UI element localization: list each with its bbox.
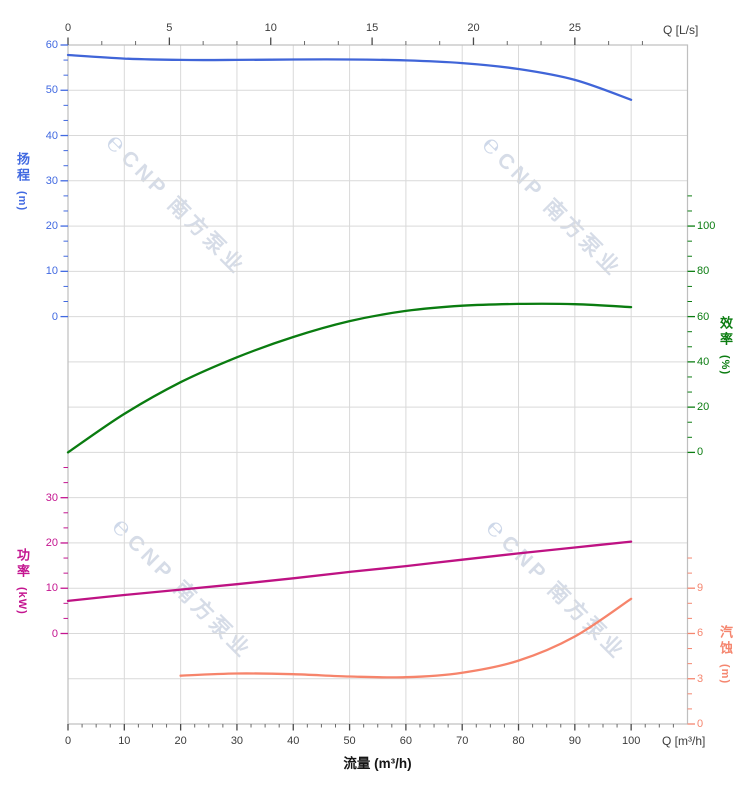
top-axis-tick-label: 20 [467,22,480,34]
head-axis-title: 扬程(m) [15,152,30,212]
top-axis-unit-label: Q [L/s] [663,23,699,37]
head-axis-tick-label: 50 [45,84,58,97]
plot-border [67,44,689,725]
power-axis-tick-label: 20 [45,536,58,549]
top-axis-tick-label: 5 [166,22,173,34]
bottom-axis-tick-label: 70 [456,735,469,747]
head-axis-tick-label: 0 [51,310,58,323]
top-axis-tick-label: 0 [64,22,72,34]
npsh-axis-tick-label: 6 [697,627,704,640]
power-axis-title: 功率(kW) [15,548,30,615]
power-axis-tick-label: 30 [45,491,58,504]
head-axis-tick-label: 20 [45,220,58,233]
efficiency-axis-tick-label: 100 [697,220,716,233]
power-axis-tick-label: 0 [51,627,58,640]
bottom-axis-tick-label: 0 [64,735,72,747]
bottom-axis-tick-label: 80 [512,735,525,747]
top-axis-tick-label: 15 [365,22,379,34]
npsh-axis-tick-label: 0 [697,718,704,730]
bottom-axis-tick-label: 90 [568,735,581,747]
head-axis-tick-label: 40 [45,129,58,142]
bottom-axis-tick-label: 50 [343,735,356,747]
bottom-axis-tick-label: 40 [287,735,300,747]
bottom-axis-tick-label: 10 [118,735,131,747]
efficiency-axis-tick-label: 40 [697,355,710,368]
bottom-axis-tick-label: 100 [621,735,641,747]
npsh-axis-tick-label: 9 [697,582,704,595]
npsh-axis-tick-label: 3 [697,672,704,685]
head-curve [66,53,633,101]
efficiency-axis-tick-label: 0 [697,446,704,459]
npsh-curve [179,597,633,679]
efficiency-axis-tick-label: 80 [697,265,710,278]
head-axis-tick-label: 10 [45,265,58,278]
bottom-axis-tick-label: 60 [399,735,412,747]
efficiency-curve [66,302,633,454]
top-axis-tick-label: 25 [568,22,581,34]
head-axis-tick-label: 30 [45,174,58,187]
head-axis-tick-label: 60 [45,38,58,51]
efficiency-axis-tick-label: 60 [697,310,710,323]
power-axis-tick-label: 10 [45,582,58,595]
bottom-axis-unit-label: Q [m³/h] [662,734,706,748]
bottom-axis-tick-label: 20 [174,735,187,747]
power-curve [66,540,633,603]
efficiency-axis-title: 效率(%) [718,316,733,376]
bottom-axis-tick-label: 30 [230,735,244,747]
flow-axis-title: 流量 (m³/h) [343,756,412,771]
top-axis-tick-label: 10 [264,22,277,34]
efficiency-axis-tick-label: 20 [697,401,710,414]
npsh-axis-title: 汽蚀(m) [718,625,733,685]
